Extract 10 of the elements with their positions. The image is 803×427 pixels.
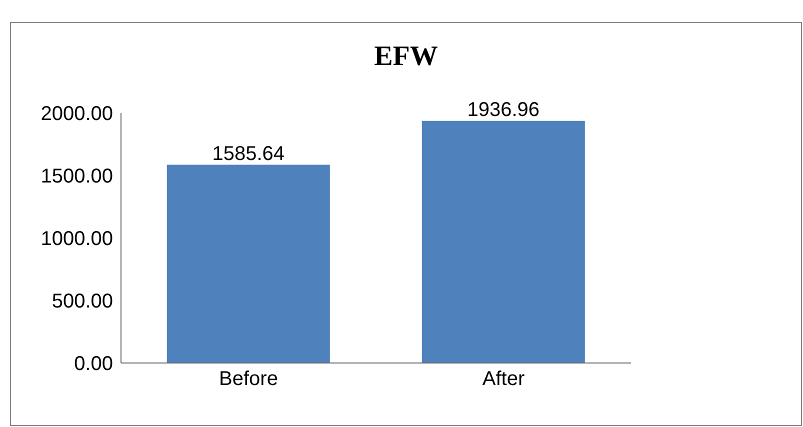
data-label: 1585.64 <box>212 142 285 165</box>
chart-title: EFW <box>373 41 439 73</box>
y-tick-label: 500.00 <box>52 290 113 313</box>
y-tick-label: 1000.00 <box>40 228 113 250</box>
y-tick-label: 0.00 <box>74 353 113 376</box>
y-tick-label: 2000.00 <box>40 103 113 126</box>
data-label: 1936.96 <box>467 98 540 121</box>
x-tick-label: After <box>482 368 525 390</box>
y-tick-label: 1500.00 <box>40 166 113 188</box>
x-tick-label: Before <box>219 368 278 390</box>
